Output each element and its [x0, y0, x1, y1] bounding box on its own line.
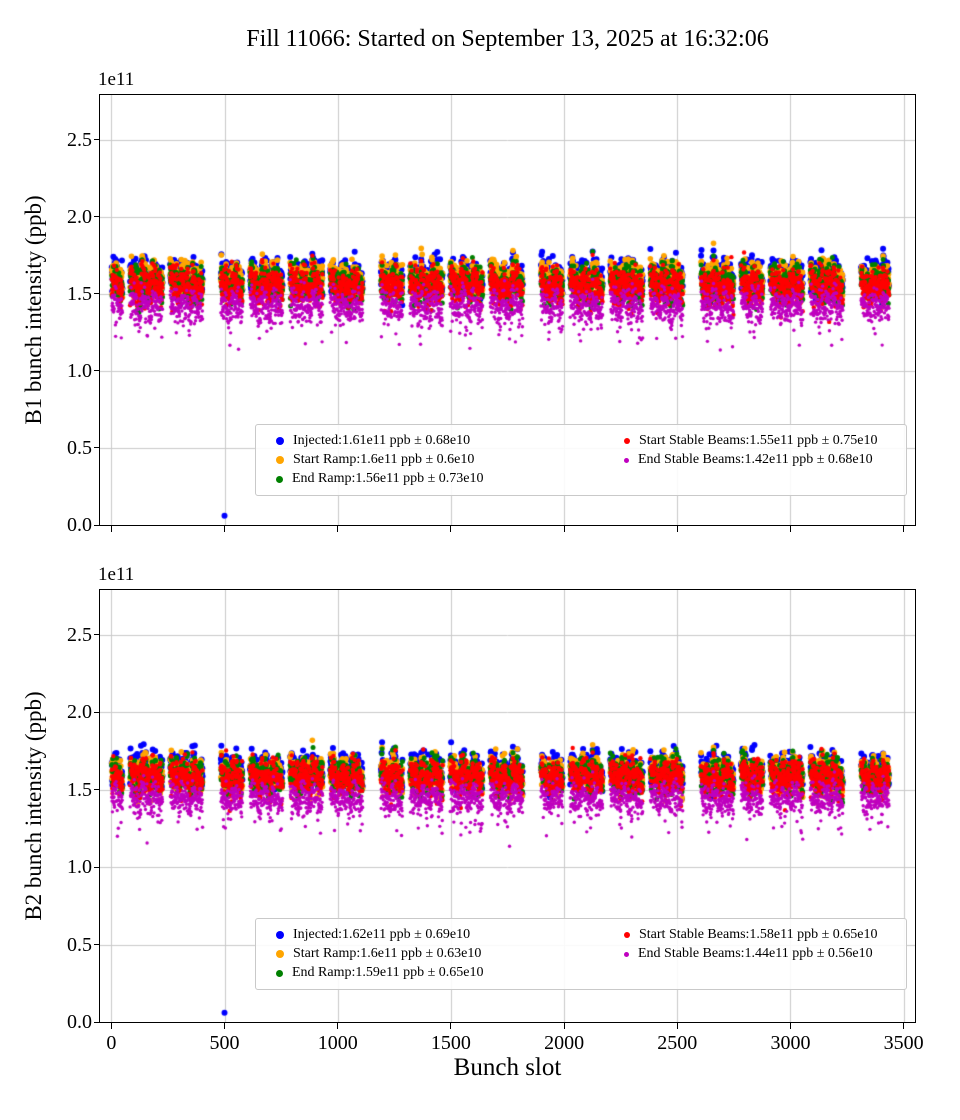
- x-tick-mark: [903, 1023, 905, 1029]
- y-tick-label: 0.5: [67, 933, 92, 956]
- y-tick-label: 2.0: [67, 205, 92, 228]
- legend-label: End Ramp:1.59e11 ppb ± 0.65e10: [292, 965, 484, 980]
- x-tick-mark: [676, 526, 678, 532]
- figure-title: Fill 11066: Started on September 13, 202…: [246, 26, 769, 52]
- legend-label: Start Ramp:1.6e11 ppb ± 0.6e10: [293, 452, 475, 467]
- x-tick-mark: [337, 526, 339, 532]
- x-tick-mark: [110, 1023, 112, 1029]
- legend-item-end-stable-beams: End Stable Beams:1.42e11 ppb ± 0.68e10: [616, 452, 894, 468]
- y-tick-label: 2.5: [67, 623, 92, 646]
- legend-item-injected: Injected:1.61e11 ppb ± 0.68e10: [268, 433, 616, 449]
- x-tick-mark: [789, 526, 791, 532]
- legend-marker-injected: [276, 437, 284, 445]
- x-tick-label: 1500: [430, 1032, 471, 1054]
- y-tick-label: 0.5: [67, 436, 92, 459]
- x-tick-label: 1000: [317, 1032, 358, 1054]
- legend-item-end-ramp: End Ramp:1.56e11 ppb ± 0.73e10: [268, 471, 616, 487]
- x-tick-label: 0: [106, 1032, 117, 1054]
- legend-marker-end-ramp: [276, 969, 283, 977]
- legend-marker-end-ramp: [276, 475, 283, 483]
- legend-item-end-stable-beams: End Stable Beams:1.44e11 ppb ± 0.56e10: [616, 946, 894, 962]
- legend-label: Injected:1.61e11 ppb ± 0.68e10: [293, 433, 471, 448]
- legend-b1: Injected:1.61e11 ppb ± 0.68e10 Start Ramp…: [255, 424, 907, 496]
- x-tick-label: 500: [209, 1032, 240, 1054]
- legend-item-injected: Injected:1.62e11 ppb ± 0.69e10: [268, 927, 616, 943]
- legend-marker-start-ramp: [276, 950, 284, 958]
- x-tick-mark: [450, 1023, 452, 1029]
- y-tick-mark: [94, 524, 100, 526]
- y-tick-mark: [94, 370, 100, 372]
- y-tick-mark: [94, 711, 100, 713]
- legend-item-start-ramp: Start Ramp:1.6e11 ppb ± 0.6e10: [268, 452, 616, 468]
- legend-label: End Stable Beams:1.42e11 ppb ± 0.68e10: [638, 452, 873, 467]
- x-tick-mark: [224, 1023, 225, 1029]
- y-tick-mark: [94, 216, 100, 218]
- y-tick-mark: [94, 634, 100, 636]
- legend-label: End Ramp:1.56e11 ppb ± 0.73e10: [292, 471, 484, 486]
- legend-marker-end-stable-beams: [624, 951, 629, 957]
- legend-b2: Injected:1.62e11 ppb ± 0.69e10 Start Ramp…: [255, 918, 907, 990]
- x-tick-label: 2000: [544, 1032, 585, 1054]
- x-axis-label: Bunch slot: [453, 1054, 562, 1081]
- x-tick-label: 3000: [770, 1032, 811, 1054]
- legend-item-start-ramp: Start Ramp:1.6e11 ppb ± 0.63e10: [268, 946, 616, 962]
- y-tick-mark: [94, 293, 100, 295]
- y-tick-label: 2.5: [67, 128, 92, 151]
- y-offset-label-b2: 1e11: [98, 564, 135, 585]
- y-tick-mark: [94, 447, 100, 449]
- legend-marker-start-ramp: [276, 456, 284, 464]
- legend-marker-start-stable-beams: [624, 932, 630, 938]
- x-tick-mark: [903, 526, 905, 532]
- y-tick-label: 2.0: [67, 701, 92, 724]
- y-tick-mark: [94, 139, 100, 141]
- x-tick-mark: [337, 1023, 339, 1029]
- y-tick-label: 1.5: [67, 778, 92, 801]
- x-tick-mark: [224, 526, 225, 532]
- y-tick-mark: [94, 1021, 100, 1023]
- x-tick-mark: [563, 526, 565, 532]
- legend-item-start-stable-beams: Start Stable Beams:1.55e11 ppb ± 0.75e10: [616, 433, 894, 449]
- y-tick-label: 0.0: [67, 1011, 92, 1033]
- x-tick-mark: [110, 526, 112, 532]
- x-tick-mark: [789, 1023, 791, 1029]
- legend-label: Start Stable Beams:1.58e11 ppb ± 0.65e10: [639, 927, 878, 942]
- legend-item-start-stable-beams: Start Stable Beams:1.58e11 ppb ± 0.65e10: [616, 927, 894, 943]
- y-axis-label-b2: B2 bunch intensity (ppb): [21, 691, 46, 921]
- legend-label: Start Stable Beams:1.55e11 ppb ± 0.75e10: [639, 433, 878, 448]
- y-offset-label-b1: 1e11: [98, 69, 135, 90]
- x-tick-mark: [563, 1023, 565, 1029]
- y-tick-label: 0.0: [67, 514, 92, 536]
- legend-label: Injected:1.62e11 ppb ± 0.69e10: [293, 927, 471, 942]
- x-tick-label: 2500: [657, 1032, 698, 1054]
- legend-label: End Stable Beams:1.44e11 ppb ± 0.56e10: [638, 946, 873, 961]
- y-tick-label: 1.0: [67, 856, 92, 879]
- y-tick-label: 1.0: [67, 359, 92, 382]
- y-tick-mark: [94, 789, 100, 791]
- y-tick-mark: [94, 944, 100, 946]
- x-tick-label: 3500: [883, 1032, 924, 1054]
- y-tick-mark: [94, 866, 100, 868]
- y-axis-label-b1: B1 bunch intensity (ppb): [21, 195, 46, 425]
- legend-marker-end-stable-beams: [624, 457, 629, 463]
- x-tick-mark: [676, 1023, 678, 1029]
- y-tick-label: 1.5: [67, 282, 92, 305]
- legend-marker-start-stable-beams: [624, 438, 630, 444]
- x-tick-mark: [450, 526, 452, 532]
- legend-item-end-ramp: End Ramp:1.59e11 ppb ± 0.65e10: [268, 965, 616, 981]
- legend-label: Start Ramp:1.6e11 ppb ± 0.63e10: [293, 946, 482, 961]
- legend-marker-injected: [276, 931, 284, 939]
